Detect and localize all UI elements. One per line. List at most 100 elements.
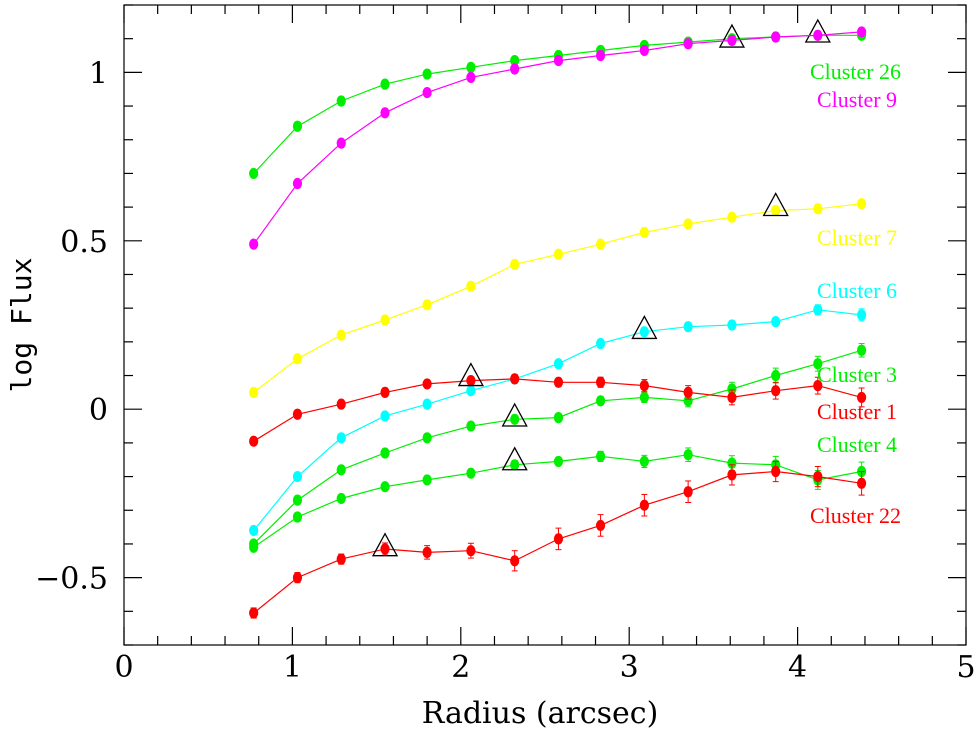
data-point bbox=[292, 177, 303, 190]
data-point bbox=[510, 258, 520, 270]
data-point bbox=[380, 78, 390, 90]
data-point bbox=[422, 546, 432, 558]
x-tick-label: 3 bbox=[620, 650, 639, 685]
data-point bbox=[380, 386, 390, 398]
series-cluster-3 bbox=[249, 343, 867, 550]
data-point bbox=[380, 314, 390, 326]
series-cluster-6 bbox=[249, 304, 867, 537]
data-point bbox=[422, 86, 432, 99]
data-point bbox=[249, 524, 259, 537]
data-point bbox=[683, 386, 693, 398]
data-point bbox=[595, 395, 606, 407]
x-tick-label: 0 bbox=[114, 650, 133, 685]
data-point bbox=[595, 450, 606, 462]
data-point bbox=[292, 572, 303, 584]
data-point bbox=[466, 420, 476, 432]
data-point bbox=[683, 38, 693, 50]
x-tick-label: 5 bbox=[956, 650, 975, 685]
label-cluster-1: Cluster 1 bbox=[817, 399, 897, 424]
data-point bbox=[771, 369, 781, 382]
triangle-marker bbox=[804, 18, 831, 43]
label-cluster-22: Cluster 22 bbox=[810, 503, 901, 528]
data-point bbox=[466, 545, 476, 557]
data-point bbox=[771, 316, 781, 328]
series-line bbox=[253, 378, 862, 442]
triangle-marker bbox=[631, 315, 658, 340]
data-point bbox=[336, 398, 346, 410]
series-cluster-9 bbox=[249, 26, 867, 250]
data-point bbox=[856, 309, 867, 321]
data-point bbox=[466, 61, 476, 73]
x-tick-label: 4 bbox=[788, 650, 807, 685]
series-layer bbox=[249, 18, 867, 619]
data-point bbox=[639, 326, 649, 338]
data-point bbox=[422, 474, 432, 486]
series-cluster-22 bbox=[249, 460, 867, 619]
plot-frame bbox=[123, 4, 967, 646]
series-cluster-26 bbox=[249, 18, 867, 180]
data-point bbox=[856, 344, 867, 356]
data-point bbox=[595, 49, 606, 62]
data-point bbox=[510, 555, 520, 567]
data-point bbox=[683, 449, 693, 461]
data-point bbox=[639, 226, 649, 238]
data-point bbox=[553, 376, 564, 388]
data-point bbox=[639, 44, 649, 57]
data-point bbox=[813, 470, 823, 483]
label-cluster-4: Cluster 4 bbox=[817, 432, 897, 457]
data-point bbox=[727, 211, 737, 223]
data-point bbox=[292, 408, 303, 420]
x-axis-title: Radius (arcsec) bbox=[422, 696, 659, 730]
data-point bbox=[466, 71, 476, 84]
data-point bbox=[249, 541, 259, 553]
data-point bbox=[510, 459, 520, 471]
data-point bbox=[813, 203, 823, 215]
data-point bbox=[639, 455, 649, 468]
y-tick-label: 0 bbox=[89, 393, 108, 428]
triangle-marker bbox=[501, 402, 528, 427]
data-point bbox=[553, 248, 564, 260]
data-point bbox=[380, 481, 390, 493]
data-point bbox=[249, 607, 259, 619]
data-point bbox=[422, 299, 432, 311]
data-point bbox=[422, 432, 432, 444]
data-point bbox=[249, 386, 259, 398]
data-point bbox=[249, 238, 259, 250]
data-point bbox=[510, 373, 520, 385]
series-cluster-1 bbox=[249, 362, 867, 447]
data-point bbox=[771, 31, 781, 43]
data-point bbox=[771, 385, 781, 397]
y-axis-title: log Flux bbox=[5, 258, 38, 393]
data-point bbox=[771, 465, 781, 478]
series-cluster-7 bbox=[249, 192, 867, 398]
data-point bbox=[639, 380, 649, 392]
x-tick-label: 2 bbox=[451, 650, 470, 685]
triangle-marker bbox=[371, 532, 399, 557]
data-point bbox=[813, 380, 823, 392]
data-point bbox=[336, 492, 346, 505]
triangle-marker bbox=[501, 446, 528, 471]
data-point bbox=[813, 29, 823, 41]
data-point bbox=[856, 198, 867, 210]
label-cluster-6: Cluster 6 bbox=[817, 278, 897, 303]
data-point bbox=[336, 464, 346, 476]
data-point bbox=[683, 395, 693, 407]
triangle-marker bbox=[457, 362, 484, 387]
data-point bbox=[292, 494, 303, 506]
data-point bbox=[639, 391, 649, 404]
data-point bbox=[856, 477, 867, 489]
data-point bbox=[553, 533, 564, 545]
y-tick-label: 1 bbox=[89, 56, 108, 91]
data-point bbox=[292, 353, 303, 365]
data-point bbox=[510, 54, 520, 67]
data-point bbox=[683, 486, 693, 498]
data-point bbox=[466, 467, 476, 479]
data-point bbox=[380, 410, 390, 422]
data-point bbox=[466, 374, 476, 387]
data-point bbox=[639, 499, 649, 511]
triangle-marker bbox=[718, 23, 746, 48]
data-point bbox=[727, 469, 737, 481]
data-point bbox=[336, 553, 346, 565]
data-point bbox=[466, 385, 476, 397]
